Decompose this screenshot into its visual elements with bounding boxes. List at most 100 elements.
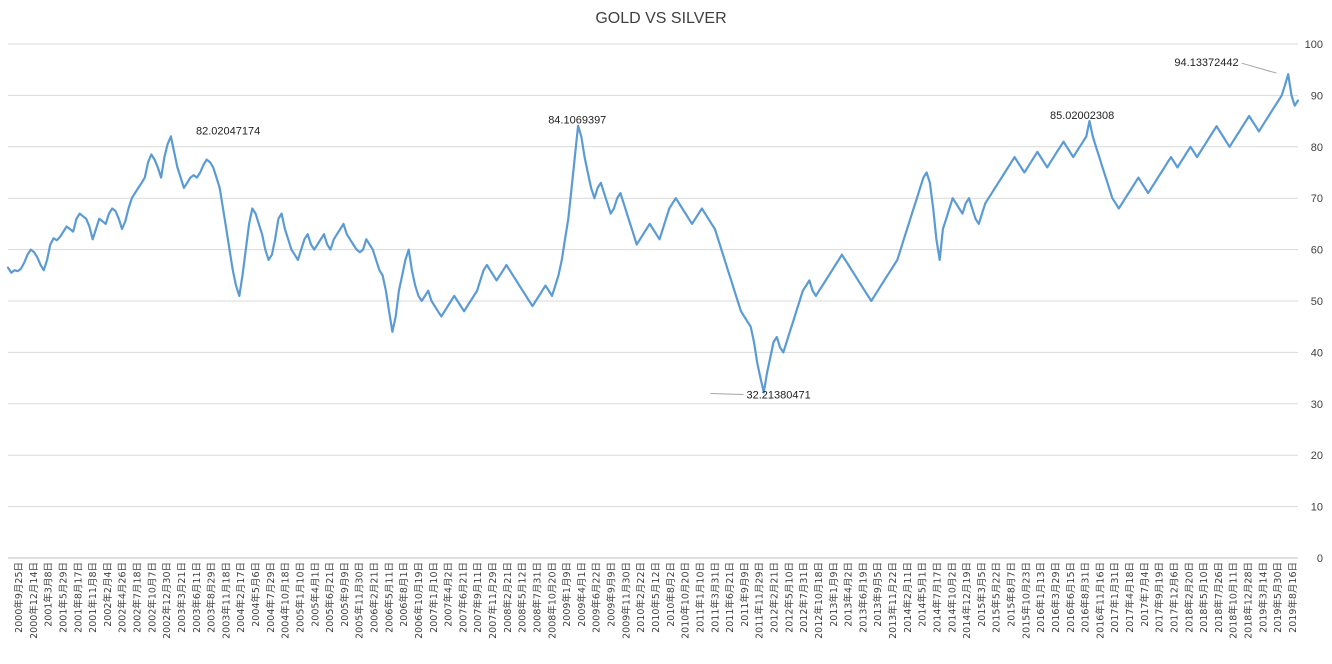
x-tick-label: 2009年11月30日 [620,562,632,639]
series-layer [6,73,1300,394]
x-tick-label: 2007年6月21日 [457,562,469,633]
x-tick-label: 2018年5月10日 [1198,562,1210,633]
x-tick-label: 2016年1月13日 [1035,562,1047,633]
x-tick-label: 2008年2月21日 [502,562,514,633]
x-tick-label: 2014年7月17日 [932,562,944,633]
x-tick-label: 2010年5月12日 [650,562,662,633]
x-tick-label: 2013年1月9日 [828,562,840,627]
x-tick-label: 2012年2月21日 [769,562,781,633]
x-tick-label: 2010年8月2日 [665,562,677,627]
y-tick-label: 50 [1311,296,1323,308]
annotation-label: 82.02047174 [196,125,260,137]
x-tick-label: 2012年10月18日 [813,562,825,639]
y-tick-label: 40 [1311,347,1323,359]
x-tick-label: 2006年8月1日 [398,562,410,627]
annotation-leader [710,392,744,395]
x-tick-label: 2011年6月21日 [724,562,736,633]
x-tick-label: 2017年7月4日 [1139,562,1151,627]
x-tick-label: 2016年8月31日 [1080,562,1092,633]
x-tick-label: 2004年7月29日 [265,562,277,633]
x-tick-label: 2004年10月18日 [280,562,292,639]
x-tick-label: 2011年1月10日 [694,562,706,633]
y-tick-label: 0 [1317,553,1323,565]
x-axis-ticks: 2000年9月25日 2000年12月14日 2001年3月8日 2001年5月29日… [13,562,1299,639]
x-tick-label: 2007年11月29日 [487,562,499,639]
chart-title: GOLD VS SILVER [595,10,726,27]
y-tick-label: 100 [1305,39,1323,51]
x-tick-label: 2018年12月28日 [1243,562,1255,639]
gridlines [8,43,1298,559]
x-tick-label: 2006年5月11日 [383,562,395,633]
x-tick-label: 2018年10月11日 [1228,562,1240,639]
x-tick-label: 2013年9月5日 [872,562,884,627]
x-tick-label: 2009年4月1日 [576,562,588,627]
x-tick-label: 2018年7月26日 [1213,562,1225,633]
series-line [6,73,1300,394]
x-tick-label: 2015年3月5日 [976,562,988,627]
x-tick-label: 2004年5月6日 [250,562,262,627]
y-tick-label: 60 [1311,245,1323,257]
x-tick-label: 2002年12月30日 [161,562,173,639]
x-tick-label: 2006年2月21日 [369,562,381,633]
x-tick-label: 2009年9月9日 [606,562,618,627]
x-tick-label: 2005年1月10日 [295,562,307,633]
x-tick-label: 2017年4月18日 [1124,562,1136,633]
y-tick-label: 30 [1311,399,1323,411]
x-tick-label: 2013年11月22日 [887,562,899,639]
annotation-label: 85.02002308 [1050,110,1114,122]
x-tick-label: 2003年8月29日 [206,562,218,633]
x-tick-label: 2019年8月16日 [1287,562,1299,633]
x-tick-label: 2010年10月20日 [680,562,692,639]
x-tick-label: 2008年5月12日 [517,562,529,633]
y-tick-label: 20 [1311,450,1323,462]
x-tick-label: 2003年11月18日 [220,562,232,639]
x-tick-label: 2019年3月14日 [1257,562,1269,633]
x-tick-label: 2017年9月19日 [1154,562,1166,633]
y-tick-label: 80 [1311,142,1323,154]
x-tick-label: 2015年5月22日 [991,562,1003,633]
x-tick-label: 2008年10月20日 [546,562,558,639]
x-tick-label: 2001年8月17日 [72,562,84,633]
x-tick-label: 2016年6月15日 [1065,562,1077,633]
x-tick-label: 2002年4月26日 [117,562,129,633]
x-tick-label: 2015年8月7日 [1006,562,1018,627]
x-tick-label: 2015年10月23日 [1020,562,1032,639]
x-tick-label: 2007年1月10日 [428,562,440,633]
x-tick-label: 2002年7月18日 [132,562,144,633]
x-tick-label: 2009年6月22日 [591,562,603,633]
x-tick-label: 2013年4月2日 [843,562,855,627]
x-tick-label: 2000年12月14日 [28,562,40,639]
annotation-label: 84.1069397 [548,115,606,127]
x-tick-label: 2013年6月19日 [857,562,869,633]
x-tick-label: 2016年3月29日 [1050,562,1062,633]
x-tick-label: 2003年3月21日 [176,562,188,633]
x-tick-label: 2005年4月1日 [309,562,321,627]
x-tick-label: 2001年11月8日 [87,562,99,633]
x-tick-label: 2016年11月16日 [1094,562,1106,639]
x-tick-label: 2005年11月30日 [354,562,366,639]
x-tick-label: 2017年1月31日 [1109,562,1121,633]
x-tick-label: 2005年9月9日 [339,562,351,627]
x-tick-label: 2002年2月4日 [102,562,114,627]
x-tick-label: 2004年2月17日 [235,562,247,633]
x-tick-label: 2007年9月11日 [472,562,484,633]
x-tick-label: 2012年5月10日 [783,562,795,633]
x-tick-label: 2014年5月1日 [917,562,929,627]
x-tick-label: 2009年1月9日 [561,562,573,627]
x-tick-label: 2008年7月31日 [532,562,544,633]
data-annotations: 82.02047174 84.1069397 32.21380471 85.02002… [196,57,1277,401]
annotation-label: 32.21380471 [746,389,810,401]
x-tick-label: 2002年10月7日 [146,562,158,633]
annotation-label: 94.13372442 [1174,57,1238,69]
x-tick-label: 2014年2月11日 [902,562,914,633]
x-tick-label: 2017年12月6日 [1169,562,1181,633]
x-tick-label: 2011年9月9日 [739,562,751,627]
x-tick-label: 2006年10月19日 [413,562,425,639]
x-tick-label: 2012年7月31日 [798,562,810,633]
x-tick-label: 2011年3月31日 [709,562,721,633]
y-tick-label: 90 [1311,90,1323,102]
x-tick-label: 2018年2月20日 [1183,562,1195,633]
annotation-leader [1241,62,1277,74]
x-tick-label: 2005年6月21日 [324,562,336,633]
